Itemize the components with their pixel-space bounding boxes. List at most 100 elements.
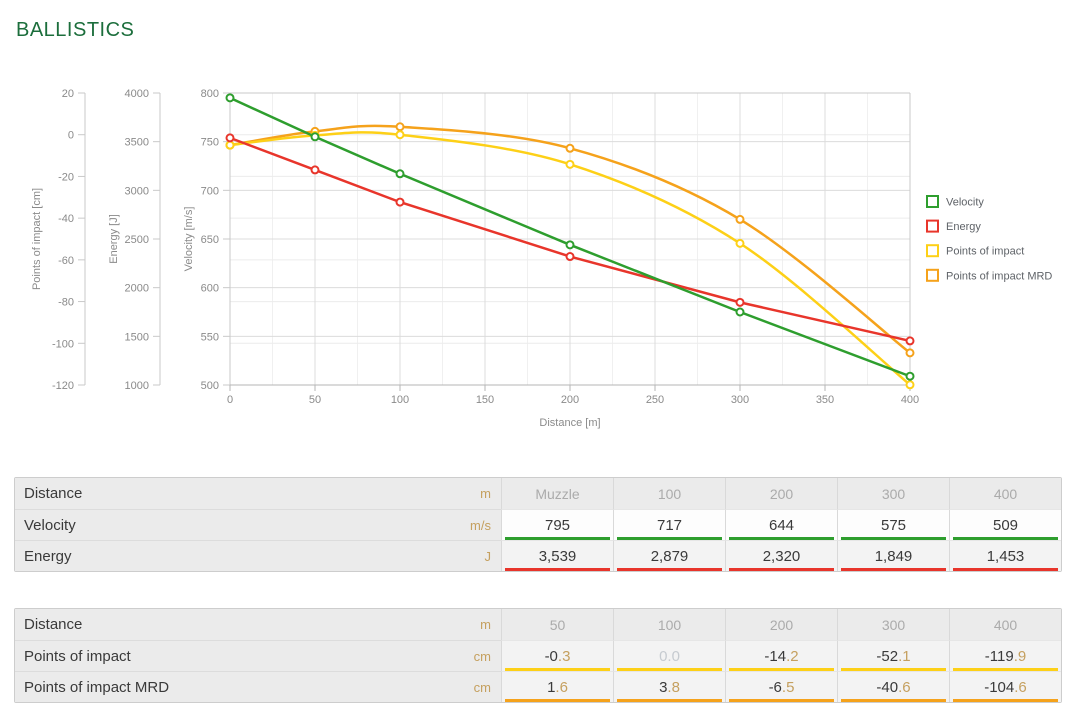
header-label: Distance	[15, 478, 455, 509]
column-header: 300	[837, 609, 949, 640]
points-of-impact-table-wrap: Distance m 50 100 200 300 400 Points of impact c…	[14, 608, 1062, 703]
cell-value: -40.6	[876, 678, 911, 696]
data-point-points-of-impact	[395, 130, 405, 140]
value-cell: 1.6	[501, 671, 613, 702]
row-unit: m/s	[455, 509, 501, 540]
cell-value-fraction: .6	[1014, 678, 1027, 696]
cell-value-fraction: .6	[898, 678, 911, 696]
cell-value: 0.0	[659, 647, 680, 665]
x-tick-label: 350	[816, 394, 834, 406]
cell-value-fraction: .3	[557, 647, 571, 665]
series-color-underline	[505, 568, 610, 571]
series-color-underline	[729, 699, 834, 702]
y-tick-label: 750	[201, 137, 219, 149]
value-cell: 717	[613, 509, 725, 540]
chart-legend: Velocity Energy Points of impact Points of …	[926, 195, 1052, 283]
cell-value: 3,539	[538, 547, 577, 565]
value-cell: 1,849	[837, 540, 949, 571]
data-point-energy	[395, 197, 405, 207]
cell-value: 3.8	[659, 678, 680, 696]
data-point-energy	[225, 133, 235, 143]
cell-value: 1,849	[874, 547, 913, 565]
data-point-velocity	[310, 132, 320, 142]
cell-value: -119.9	[984, 647, 1027, 665]
series-color-underline	[505, 537, 610, 540]
data-point-energy	[905, 336, 915, 346]
row-unit: cm	[455, 671, 501, 702]
value-cell: 2,320	[725, 540, 837, 571]
y-tick-label: -40	[58, 213, 74, 225]
y-tick-label: 2000	[125, 283, 149, 295]
header-unit: m	[455, 478, 501, 509]
table-header-row: Distance m 50 100 200 300 400	[15, 609, 1061, 640]
legend-swatch-velocity	[926, 195, 939, 208]
y-tick-label: 0	[68, 130, 74, 142]
x-tick-label: 50	[309, 394, 321, 406]
legend-swatch-points-of-impact-mrd	[926, 268, 939, 282]
legend-swatch-energy	[926, 219, 939, 233]
cell-value-fraction: .1	[898, 647, 911, 665]
data-point-energy	[735, 297, 745, 307]
value-cell: 3.8	[613, 671, 725, 702]
cell-value: 2,879	[650, 547, 689, 565]
data-point-energy	[310, 165, 320, 175]
value-cell: -52.1	[837, 640, 949, 671]
value-cell: -40.6	[837, 671, 949, 702]
value-cell: -104.6	[949, 671, 1061, 702]
value-cell: 795	[501, 509, 613, 540]
y-axis-velocity: 800 750 700 650 600 550 500 Velocity [m/s]	[183, 88, 231, 392]
legend-item-velocity[interactable]: Velocity	[926, 195, 984, 209]
column-header: 50	[501, 609, 613, 640]
data-point-velocity	[565, 240, 575, 250]
cell-value: 2,320	[762, 547, 801, 565]
x-tick-label: 300	[731, 394, 749, 406]
cell-value: -6.5	[768, 678, 795, 696]
data-point-velocity	[735, 307, 745, 317]
velocity-energy-table: Distance m Muzzle 100 200 300 400 Velocity m/s 79…	[14, 477, 1062, 572]
cell-value: -52.1	[876, 647, 911, 665]
row-unit: cm	[455, 640, 501, 671]
series-color-underline	[617, 668, 722, 671]
series-color-underline	[841, 537, 946, 540]
legend-item-energy[interactable]: Energy	[926, 219, 981, 234]
x-axis: 0 50 100 150 200 250 300 350 400 Distance [m]	[227, 384, 919, 429]
cell-value: 509	[992, 516, 1019, 534]
cell-value-fraction: .2	[786, 647, 799, 665]
legend-item-points-of-impact[interactable]: Points of impact	[926, 244, 1024, 258]
data-point-velocity	[225, 93, 235, 103]
x-tick-label: 250	[646, 394, 664, 406]
data-point-points-of-impact-mrd	[905, 348, 915, 358]
table-row-points-of-impact-mrd: Points of impact MRD cm 1.6 3.8 -6.5 -40.6 -10…	[15, 671, 1061, 702]
series-color-underline	[617, 699, 722, 702]
series-color-underline	[841, 568, 946, 571]
series-color-underline	[617, 568, 722, 571]
series-color-underline	[505, 668, 610, 671]
x-tick-label: 100	[391, 394, 409, 406]
y-tick-label: 700	[201, 185, 219, 197]
series-color-underline	[953, 699, 1058, 702]
column-header: 400	[949, 478, 1061, 509]
table-header-row: Distance m Muzzle 100 200 300 400	[15, 478, 1061, 509]
legend-label: Points of impact	[946, 246, 1024, 258]
column-header: Muzzle	[501, 478, 613, 509]
table-row-velocity: Velocity m/s 795 717 644 575 509	[15, 509, 1061, 540]
y-tick-label: 2500	[125, 234, 149, 246]
legend-item-points-of-impact-mrd[interactable]: Points of impact MRD	[926, 268, 1052, 283]
series-color-underline	[729, 568, 834, 571]
y-axis-title-velocity: Velocity [m/s]	[183, 207, 195, 272]
series-energy	[225, 133, 915, 346]
velocity-energy-table-wrap: Distance m Muzzle 100 200 300 400 Velocity m/s 79…	[14, 477, 1062, 572]
y-axis-energy: 4000 3500 3000 2500 2000 1500 1000 Energy [J]	[108, 88, 161, 392]
y-tick-label: 1500	[125, 331, 149, 343]
series-color-underline	[953, 568, 1058, 571]
cell-value-fraction: .0	[667, 647, 680, 665]
x-tick-label: 200	[561, 394, 579, 406]
data-point-points-of-impact	[565, 159, 575, 169]
value-cell: -0.3	[501, 640, 613, 671]
value-cell: 0.0	[613, 640, 725, 671]
points-of-impact-table: Distance m 50 100 200 300 400 Points of impact c…	[14, 608, 1062, 703]
legend-label: Points of impact MRD	[946, 270, 1052, 282]
row-label: Points of impact	[15, 640, 455, 671]
y-axis-title-energy: Energy [J]	[108, 214, 120, 264]
data-point-points-of-impact-mrd	[735, 214, 745, 224]
